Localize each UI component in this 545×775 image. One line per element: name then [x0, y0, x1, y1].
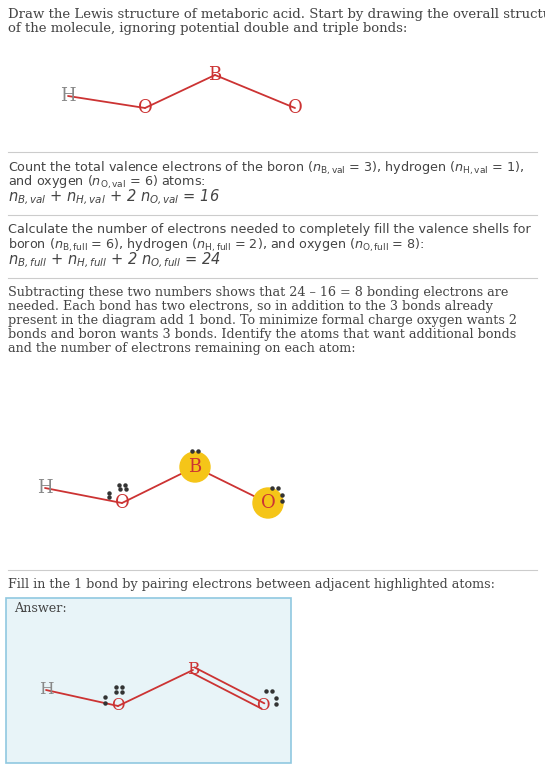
Text: present in the diagram add 1 bond. To minimize formal charge oxygen wants 2: present in the diagram add 1 bond. To mi… — [8, 314, 517, 327]
Text: and the number of electrons remaining on each atom:: and the number of electrons remaining on… — [8, 342, 356, 355]
Text: O: O — [261, 494, 275, 512]
Text: and oxygen ($n_\mathregular{O,val}$ = 6) atoms:: and oxygen ($n_\mathregular{O,val}$ = 6)… — [8, 174, 205, 191]
Text: O: O — [111, 698, 125, 715]
Text: O: O — [288, 99, 302, 117]
Text: Subtracting these two numbers shows that 24 – 16 = 8 bonding electrons are: Subtracting these two numbers shows that… — [8, 286, 508, 299]
Text: Fill in the 1 bond by pairing electrons between adjacent highlighted atoms:: Fill in the 1 bond by pairing electrons … — [8, 578, 495, 591]
Ellipse shape — [180, 452, 210, 482]
Text: Calculate the number of electrons needed to completely fill the valence shells f: Calculate the number of electrons needed… — [8, 223, 531, 236]
Text: Draw the Lewis structure of metaboric acid. Start by drawing the overall structu: Draw the Lewis structure of metaboric ac… — [8, 8, 545, 21]
Text: $n_\mathregular{B,full}$ + $n_\mathregular{H,full}$ + 2 $n_\mathregular{O,full}$: $n_\mathregular{B,full}$ + $n_\mathregul… — [8, 251, 221, 270]
Text: O: O — [256, 698, 270, 715]
FancyBboxPatch shape — [6, 598, 291, 763]
Text: B: B — [189, 458, 202, 476]
Text: O: O — [114, 494, 129, 512]
Text: needed. Each bond has two electrons, so in addition to the 3 bonds already: needed. Each bond has two electrons, so … — [8, 300, 493, 313]
Ellipse shape — [253, 488, 283, 518]
Text: Count the total valence electrons of the boron ($n_\mathregular{B,val}$ = 3), hy: Count the total valence electrons of the… — [8, 160, 524, 177]
Text: B: B — [208, 66, 222, 84]
Text: Answer:: Answer: — [14, 602, 66, 615]
Text: H: H — [39, 681, 53, 698]
Text: H: H — [37, 479, 53, 497]
Text: bonds and boron wants 3 bonds. Identify the atoms that want additional bonds: bonds and boron wants 3 bonds. Identify … — [8, 328, 516, 341]
Text: boron ($n_\mathregular{B,full}$ = 6), hydrogen ($n_\mathregular{H,full}$ = 2), a: boron ($n_\mathregular{B,full}$ = 6), hy… — [8, 237, 425, 254]
Text: of the molecule, ignoring potential double and triple bonds:: of the molecule, ignoring potential doub… — [8, 22, 407, 35]
Text: O: O — [138, 99, 153, 117]
Text: B: B — [187, 662, 199, 678]
Text: $n_\mathregular{B,val}$ + $n_\mathregular{H,val}$ + 2 $n_\mathregular{O,val}$ = : $n_\mathregular{B,val}$ + $n_\mathregula… — [8, 188, 220, 207]
Text: H: H — [60, 87, 76, 105]
